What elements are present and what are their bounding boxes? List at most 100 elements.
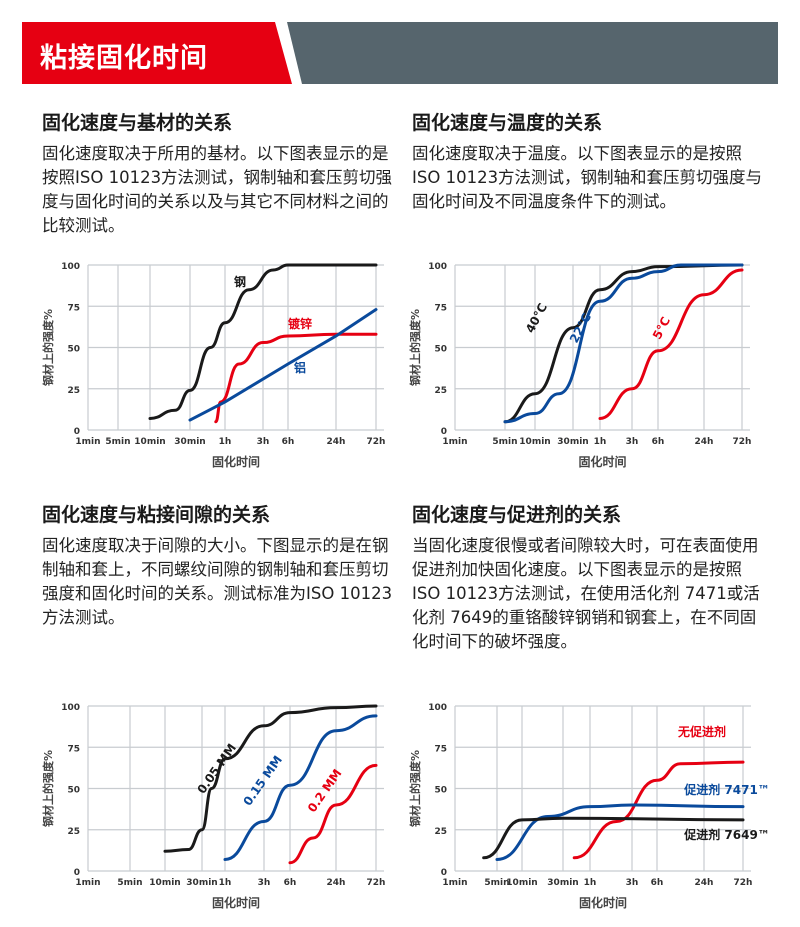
series-line-1 (495, 803, 745, 861)
x-tick-label: 3h (258, 878, 271, 888)
x-tick-label: 30min (174, 437, 205, 447)
x-tick-label: 3h (626, 878, 639, 888)
y-tick-label: 50 (67, 345, 80, 355)
series-line-2 (598, 268, 744, 420)
section-text-substrate: 固化速度取决于所用的基材。以下图表显示的是按照ISO 10123方法测试，钢制轴… (42, 144, 393, 235)
x-tick-label: 24h (695, 437, 714, 447)
x-tick-label: 72h (734, 878, 753, 888)
x-tick-label: 1h (219, 437, 232, 447)
series-line-0 (163, 704, 378, 853)
chart-gap: 0 25 50 75 100 1min 5min 10min 30min 1h 3h 6h 24h 72h… (41, 703, 386, 910)
x-tick-label: 10min (149, 878, 180, 888)
chart-substrate: 0 25 50 75 100 1min 5min 10min 30min 1h 3h 6h 24h 72h… (41, 262, 386, 469)
x-tick-label: 6h (651, 878, 664, 888)
x-tick-label: 24h (695, 878, 714, 888)
series-label: 无促进剂 (677, 724, 726, 739)
y-tick-label: 50 (434, 786, 447, 796)
y-tick-label: 100 (428, 703, 447, 713)
y-tick-label: 50 (434, 345, 447, 355)
x-tick-label: 5min (105, 437, 130, 447)
x-tick-label: 10min (134, 437, 165, 447)
section-title-activator: 固化速度与促进剂的关系 (412, 504, 622, 526)
y-axis-title: 钢材上的强度% (41, 309, 55, 386)
x-axis-title: 固化时间 (212, 895, 260, 910)
y-tick-label: 0 (74, 427, 80, 437)
header-banner (22, 22, 778, 84)
y-tick-label: 25 (434, 386, 447, 396)
y-tick-label: 75 (434, 744, 447, 754)
section-text-activator: 当固化速度很慢或者间隙较大时，可在表面使用促进剂加快固化速度。以下图表显示的是按… (412, 536, 760, 651)
x-tick-label: 3h (257, 437, 270, 447)
x-tick-label: 72h (733, 437, 752, 447)
x-tick-label: 72h (367, 437, 386, 447)
x-tick-label: 1h (594, 437, 607, 447)
series-label: 促进剂 7649™ (683, 827, 770, 842)
header-gray-band (287, 22, 778, 84)
series-label: 钢 (234, 274, 246, 289)
section-text-gap: 固化速度取决于间隙的大小。下图显示的是在钢制轴和套上，不同螺纹间隙的钢制轴和套压… (42, 536, 393, 627)
x-tick-label: 30min (186, 878, 217, 888)
x-tick-label: 10min (506, 878, 537, 888)
x-tick-label: 1h (584, 878, 597, 888)
y-tick-label: 0 (74, 868, 80, 878)
y-tick-label: 100 (61, 262, 80, 272)
y-tick-label: 75 (67, 744, 80, 754)
section-title-gap: 固化速度与粘接间隙的关系 (42, 504, 271, 526)
x-tick-label: 5min (117, 878, 142, 888)
x-tick-label: 24h (327, 878, 346, 888)
x-tick-label: 72h (367, 878, 386, 888)
x-axis-title: 固化时间 (578, 454, 626, 469)
series-label: 促进剂 7471™ (683, 782, 770, 797)
series-line-0 (572, 760, 745, 860)
x-tick-label: 1min (442, 878, 467, 888)
x-tick-label: 6h (282, 437, 295, 447)
y-tick-label: 100 (61, 703, 80, 713)
y-tick-label: 100 (428, 262, 447, 272)
y-tick-label: 50 (67, 786, 80, 796)
page-title: 粘接固化时间 (40, 43, 208, 74)
x-tick-label: 1h (219, 878, 232, 888)
x-tick-label: 5min (484, 878, 509, 888)
section-title-temperature: 固化速度与温度的关系 (412, 112, 603, 134)
x-tick-label: 1min (75, 437, 100, 447)
series-line-1 (503, 263, 744, 424)
x-tick-label: 6h (652, 437, 665, 447)
x-axis-title: 固化时间 (579, 895, 627, 910)
y-tick-label: 25 (67, 386, 80, 396)
y-tick-label: 25 (67, 827, 80, 837)
series-label: 镀锌 (288, 316, 312, 331)
x-tick-label: 6h (284, 878, 297, 888)
section-text-temperature: 固化速度取决于温度。以下图表显示的是按照ISO 10123方法测试，钢制轴和套压… (412, 144, 763, 211)
y-tick-label: 25 (434, 827, 447, 837)
chart-temperature: 0 25 50 75 100 1min 5min 10min 30min 1h 3h 6h 24h 72h… (408, 262, 752, 469)
series-line-1 (223, 714, 378, 861)
series-label: 0.2 MM (305, 766, 345, 814)
x-tick-label: 1min (442, 437, 467, 447)
series-line-2 (288, 763, 378, 865)
y-axis-title: 钢材上的强度% (41, 750, 55, 827)
x-tick-label: 3h (626, 437, 639, 447)
series-label: 5°C (650, 314, 673, 341)
y-tick-label: 75 (434, 303, 447, 313)
x-axis-title: 固化时间 (212, 454, 260, 469)
x-tick-label: 5min (492, 437, 517, 447)
y-axis-title: 钢材上的强度% (408, 750, 422, 827)
series-line-0 (148, 263, 378, 420)
x-tick-label: 24h (327, 437, 346, 447)
x-tick-label: 30min (547, 878, 578, 888)
y-tick-label: 75 (67, 303, 80, 313)
x-tick-label: 1min (75, 878, 100, 888)
x-tick-label: 10min (519, 437, 550, 447)
x-tick-label: 30min (557, 437, 588, 447)
y-tick-label: 0 (441, 427, 447, 437)
series-label: 铝 (294, 360, 306, 375)
series-line-2 (188, 308, 378, 422)
header-red-band (22, 22, 292, 84)
y-tick-label: 0 (441, 868, 447, 878)
section-title-substrate: 固化速度与基材的关系 (42, 112, 233, 134)
y-axis-title: 钢材上的强度% (408, 309, 422, 386)
series-line-0 (503, 263, 744, 424)
series-line-2 (482, 816, 745, 860)
